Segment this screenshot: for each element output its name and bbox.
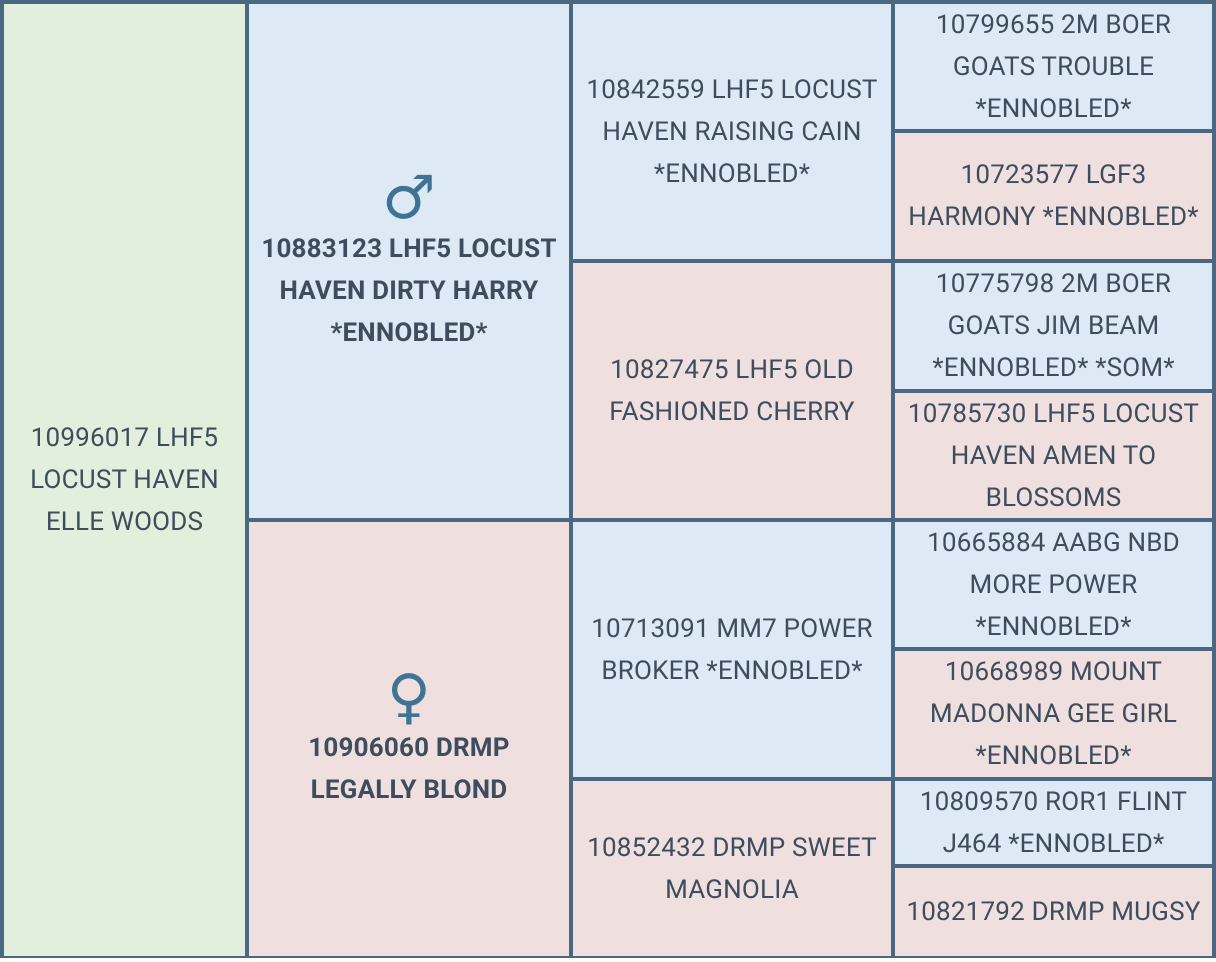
great-grandparent-cell: 10785730 LHF5 LOCUST HAVEN AMEN TO BLOSS… <box>895 393 1212 518</box>
great-grandparent-cell: 10723577 LGF3 HARMONY *ENNOBLED* <box>895 133 1212 259</box>
great-grandparent-cell: 10799655 2M BOER GOATS TROUBLE *ENNOBLED… <box>895 4 1212 129</box>
great-grandparent-name: 10785730 LHF5 LOCUST HAVEN AMEN TO BLOSS… <box>907 398 1200 513</box>
sire-cell: ♂ 10883123 LHF5 LOCUST HAVEN DIRTY HARRY … <box>249 4 569 518</box>
dam-symbol: ♀ <box>386 661 432 732</box>
great-grandparent-cell: 10775798 2M BOER GOATS JIM BEAM *ENNOBLE… <box>895 263 1212 389</box>
dam-name: 10906060 DRMP LEGALLY BLOND <box>308 733 510 805</box>
grandparent-name: 10852432 DRMP SWEET MAGNOLIA <box>587 832 877 905</box>
grandparent-name: 10842559 LHF5 LOCUST HAVEN RAISING CAIN … <box>586 74 878 189</box>
great-grandparent-name: 10809570 ROR1 FLINT J464 *ENNOBLED* <box>919 786 1188 859</box>
great-grandparent-cell: 10665884 AABG NBD MORE POWER *ENNOBLED* <box>895 522 1212 647</box>
subject-name: 10996017 LHF5 LOCUST HAVEN ELLE WOODS <box>30 423 219 537</box>
dam-cell: ♀ 10906060 DRMP LEGALLY BLOND <box>249 522 569 956</box>
grandparent-cell: 10827475 LHF5 OLD FASHIONED CHERRY <box>573 263 891 518</box>
great-grandparent-name: 10775798 2M BOER GOATS JIM BEAM *ENNOBLE… <box>932 269 1175 383</box>
great-grandparent-cell: 10668989 MOUNT MADONNA GEE GIRL *ENNOBLE… <box>895 651 1212 777</box>
sire-symbol: ♂ <box>382 162 436 233</box>
grandparent-name: 10827475 LHF5 OLD FASHIONED CHERRY <box>609 354 855 427</box>
great-grandparent-cell: 10821792 DRMP MUGSY <box>895 868 1212 956</box>
grandparent-cell: 10852432 DRMP SWEET MAGNOLIA <box>573 781 891 956</box>
grandparent-name: 10713091 MM7 POWER BROKER *ENNOBLED* <box>591 613 873 686</box>
great-grandparent-name: 10723577 LGF3 HARMONY *ENNOBLED* <box>908 160 1199 232</box>
sire-name: 10883123 LHF5 LOCUST HAVEN DIRTY HARRY *… <box>261 234 557 348</box>
grandparent-cell: 10842559 LHF5 LOCUST HAVEN RAISING CAIN … <box>573 4 891 259</box>
great-grandparent-name: 10668989 MOUNT MADONNA GEE GIRL *ENNOBLE… <box>929 657 1178 771</box>
great-grandparent-cell: 10809570 ROR1 FLINT J464 *ENNOBLED* <box>895 781 1212 864</box>
grandparent-cell: 10713091 MM7 POWER BROKER *ENNOBLED* <box>573 522 891 777</box>
great-grandparent-name: 10665884 AABG NBD MORE POWER *ENNOBLED* <box>927 527 1180 642</box>
great-grandparent-name: 10799655 2M BOER GOATS TROUBLE *ENNOBLED… <box>935 9 1172 124</box>
great-grandparent-name: 10821792 DRMP MUGSY <box>906 897 1201 927</box>
subject-cell: 10996017 LHF5 LOCUST HAVEN ELLE WOODS <box>4 4 245 956</box>
